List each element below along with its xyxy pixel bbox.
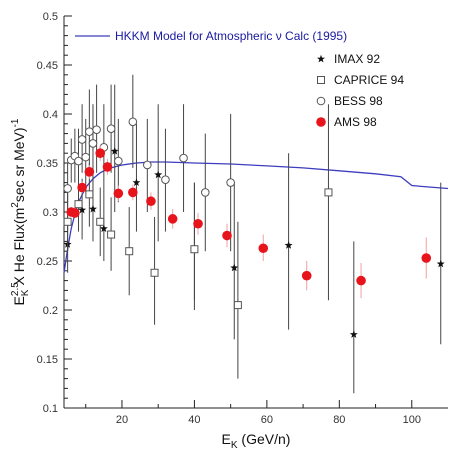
caprice-94-point	[74, 200, 83, 209]
y-tick-label: 0.5	[43, 11, 58, 23]
legend-label: IMAX 92	[334, 52, 380, 66]
caprice-94-point	[150, 268, 159, 277]
legend: HKKM Model for Atmospheric ν Calc (1995)…	[75, 29, 404, 129]
ams-98-point	[70, 208, 80, 218]
series-ams-98	[66, 145, 432, 299]
imax-92-point	[78, 205, 87, 214]
caprice-94-point	[85, 190, 94, 199]
axes: 20 40 60 80 100 0.1 0.15 0.2 0.25 0.3 0.35 0.4 0.45 0…	[37, 11, 448, 426]
ams-98-point	[258, 243, 269, 254]
ams-98-point	[301, 270, 312, 281]
y-tick-label: 0.25	[37, 256, 58, 268]
y-tick-label: 0.3	[43, 207, 58, 219]
imax-92-point	[99, 224, 108, 233]
bess-98-point	[92, 125, 101, 134]
caprice-94-point	[107, 230, 116, 239]
data-points-layer	[63, 74, 445, 394]
x-tick-label: 40	[188, 414, 200, 426]
ams-98-point	[193, 218, 203, 229]
bess-98-point	[161, 175, 170, 184]
x-axis-label: EK (GeV/n)	[222, 431, 291, 451]
imax-92-point	[284, 241, 293, 249]
y-tick-label: 0.4	[43, 109, 58, 121]
x-tick-label: 20	[116, 414, 128, 426]
y-tick-label: 0.35	[37, 158, 58, 170]
ams-98-point	[84, 167, 95, 177]
ams-98-point	[222, 230, 232, 241]
legend-marker	[316, 96, 326, 106]
caprice-94-point	[324, 188, 333, 197]
bess-98-point	[226, 178, 235, 187]
ams-98-point	[95, 148, 106, 158]
caprice-94-point	[233, 301, 242, 310]
plot-area	[64, 16, 448, 408]
caprice-94-point	[96, 217, 105, 226]
bess-98-point	[143, 160, 152, 170]
caprice-94-point	[190, 245, 199, 254]
series-bess-98	[63, 74, 235, 252]
imax-92-point	[154, 170, 163, 179]
imax-92-point	[110, 147, 119, 155]
y-tick-label: 0.2	[43, 305, 58, 317]
ams-98-point	[102, 162, 113, 172]
legend-label: BESS 98	[334, 94, 383, 108]
ams-98-point	[356, 275, 366, 286]
bess-98-point	[81, 152, 91, 162]
caprice-94-point	[63, 217, 72, 226]
bess-98-point	[128, 117, 138, 127]
ams-98-point	[77, 182, 87, 193]
y-tick-label: 0.15	[37, 354, 58, 366]
x-tick-label: 60	[261, 414, 273, 426]
legend-marker	[317, 76, 325, 84]
imax-92-point	[436, 259, 445, 268]
bess-98-point	[85, 127, 94, 136]
ams-98-point	[128, 187, 138, 198]
x-tick-label: 100	[403, 414, 421, 426]
ams-98-point	[421, 253, 432, 263]
ams-98-point	[167, 214, 178, 224]
legend-label: CAPRICE 94	[334, 73, 404, 87]
legend-marker	[317, 54, 325, 63]
imax-92-point	[89, 204, 97, 213]
caprice-94-point	[125, 247, 134, 256]
ams-98-point	[146, 196, 156, 207]
bess-98-point	[77, 135, 87, 144]
bess-98-point	[74, 156, 83, 166]
imax-92-point	[230, 263, 239, 272]
imax-92-point	[349, 330, 358, 338]
bess-98-point	[63, 184, 72, 193]
bess-98-point	[114, 156, 123, 166]
bess-98-point	[88, 139, 98, 148]
ams-98-point	[113, 188, 124, 199]
x-tick-label: 80	[333, 414, 345, 426]
legend-marker	[316, 117, 326, 127]
bess-98-point	[179, 153, 188, 163]
bess-98-point	[106, 124, 116, 133]
series-caprice-94	[63, 104, 333, 379]
imax-92-point	[132, 178, 141, 186]
y-axis-label: E2.5KX He Flux(m2sec sr MeV)-1	[10, 118, 31, 305]
legend-model-label: HKKM Model for Atmospheric ν Calc (1995)	[115, 29, 347, 43]
y-tick-label: 0.45	[37, 60, 58, 72]
legend-label: AMS 98	[334, 115, 377, 129]
bess-98-point	[200, 188, 210, 197]
y-tick-label: 0.1	[43, 403, 58, 415]
